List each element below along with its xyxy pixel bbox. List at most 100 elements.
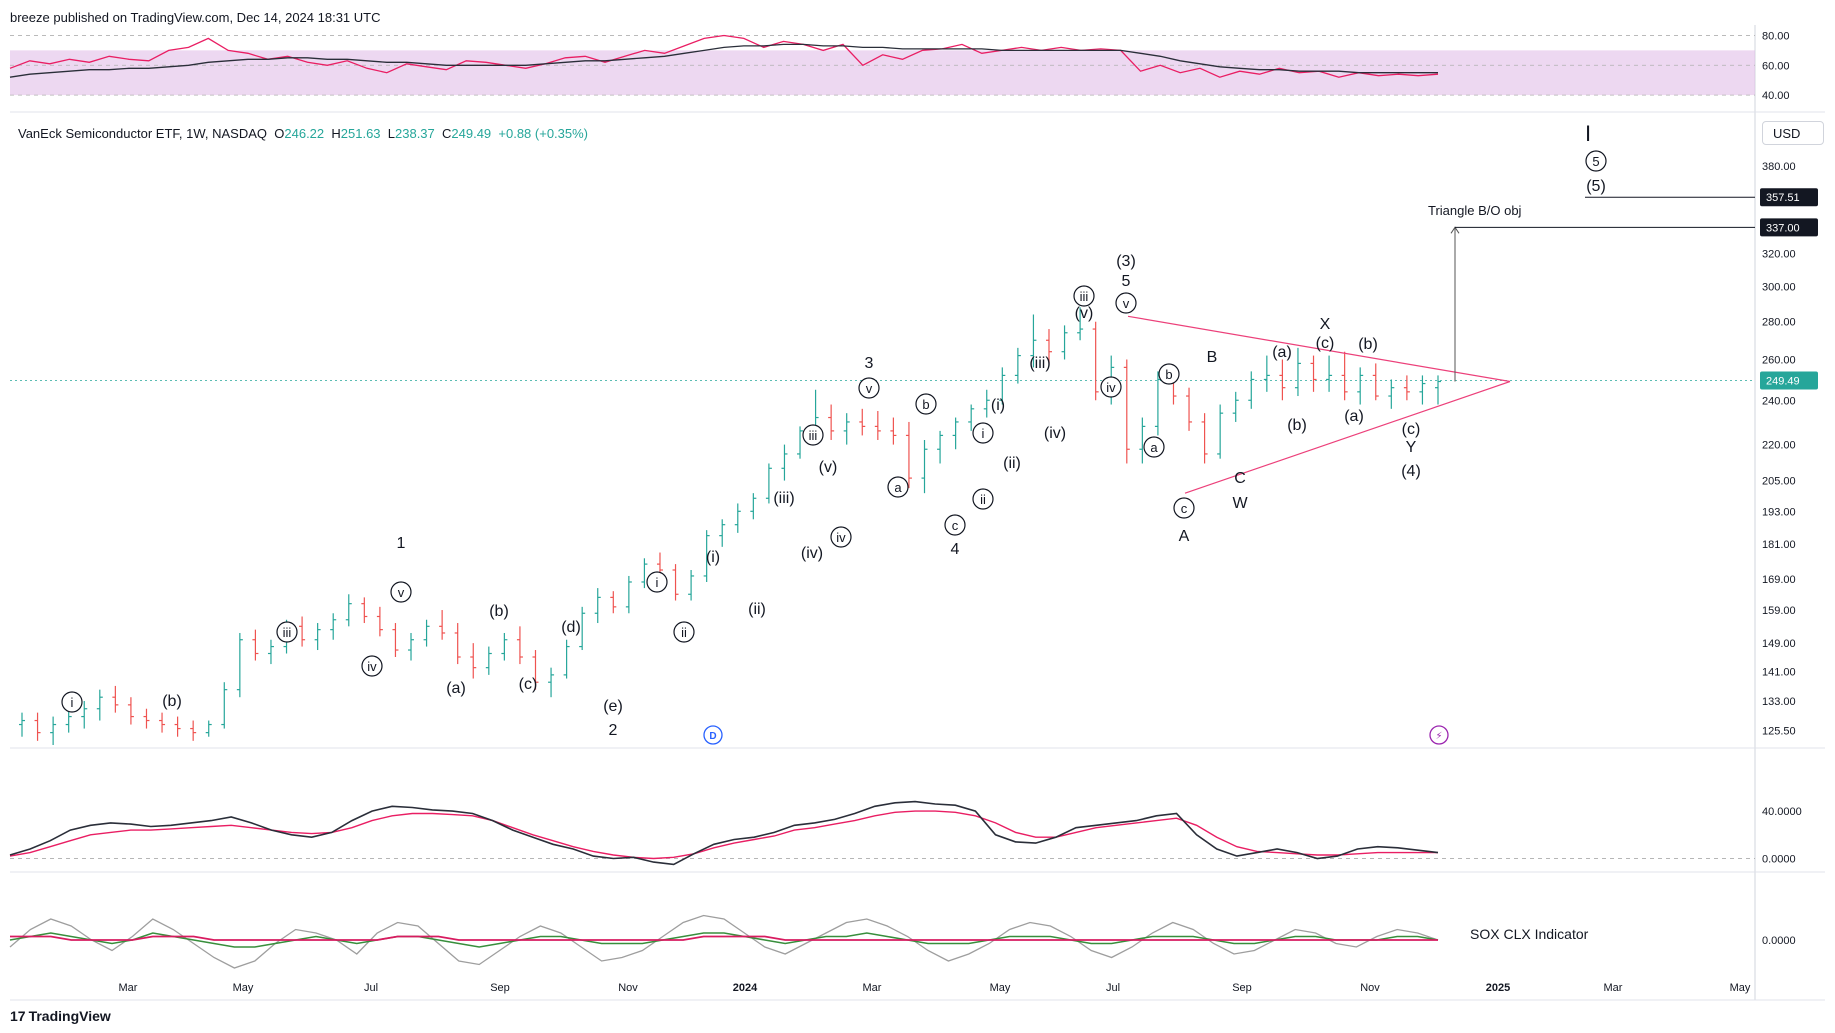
ohlc-bar (1061, 325, 1068, 360)
ohlc-bar (65, 708, 72, 733)
wave-label: (b) (162, 693, 182, 710)
sox-tick-label: 0.0000 (1762, 935, 1796, 947)
time-axis-label: 2025 (1486, 982, 1510, 994)
ohlc-bar (159, 712, 166, 733)
wave-label: B (1207, 349, 1218, 366)
oscillator-signal-line (9, 810, 1438, 860)
ohlc-bar (921, 439, 928, 494)
rsi-line (9, 34, 1439, 78)
price-tick-label: 240.00 (1762, 395, 1796, 407)
wave-label: (v) (1075, 305, 1094, 322)
time-axis-label: Sep (1232, 982, 1252, 994)
wave-label: (3) (1116, 253, 1136, 270)
price-tick-label: 149.00 (1762, 638, 1796, 650)
price-tag-label: 357.51 (1766, 192, 1800, 204)
ohlc-bar (781, 444, 788, 481)
ohlc-bar (1217, 404, 1224, 459)
wave-label: (i) (706, 549, 720, 566)
high-label: H (331, 126, 341, 141)
wave-label: b (922, 397, 929, 412)
wave-label: (ii) (1003, 455, 1021, 472)
price-tick-label: 220.00 (1762, 440, 1796, 452)
wave-label: (i) (991, 397, 1005, 414)
wave-label: (c) (1316, 335, 1335, 352)
ohlc-bar (1092, 321, 1099, 401)
tradingview-logo-mark: 17 (10, 1008, 26, 1024)
ohlc-bar (485, 646, 492, 675)
ohlc-bar (1014, 347, 1021, 384)
wave-label-circle (390, 581, 412, 603)
wave-label: 1 (397, 535, 406, 552)
wave-label: ii (980, 492, 986, 507)
ohlc-bar (96, 689, 103, 721)
wave-label-circle (1158, 363, 1180, 385)
ohlc-bar (625, 575, 632, 614)
wave-label-circle (1100, 376, 1122, 398)
time-axis-label: Mar (119, 982, 138, 994)
wave-label: 3 (865, 355, 874, 372)
rsi-tick-label: 80.00 (1762, 30, 1790, 42)
wave-label-circle (61, 691, 83, 713)
wave-label-circle (1115, 292, 1137, 314)
ohlc-bar (734, 503, 741, 533)
ohlc-bar (423, 619, 430, 647)
tradingview-brand: TradingView (28, 1008, 111, 1024)
ohlc-bar (1372, 363, 1379, 401)
tradingview-logo[interactable]: 17 TradingView (10, 1008, 111, 1024)
wave-label: (b) (1358, 336, 1378, 353)
ohlc-bar (1326, 355, 1333, 392)
ohlc-bar (143, 708, 150, 729)
wave-label: a (1150, 440, 1158, 455)
ohlc-bar (843, 413, 850, 445)
price-tick-label: 320.00 (1762, 249, 1796, 261)
symbol-legend: VanEck Semiconductor ETF, 1W, NASDAQ O24… (18, 126, 588, 141)
wave-label: a (894, 480, 902, 495)
time-axis-label: Sep (490, 982, 510, 994)
wave-label: (ii) (748, 601, 766, 618)
ohlc-bar (859, 408, 866, 436)
wave-label: b (1165, 367, 1172, 382)
wave-label: (iii) (773, 490, 794, 507)
wave-label: (e) (603, 698, 623, 715)
price-tick-label: 260.00 (1762, 354, 1796, 366)
price-tick-label: 159.00 (1762, 605, 1796, 617)
wave-label-circle (972, 422, 994, 444)
currency-selector[interactable]: USD (1762, 121, 1824, 145)
wave-label: (c) (1402, 421, 1421, 438)
ohlc-bar (299, 616, 306, 647)
price-tick-label: 300.00 (1762, 282, 1796, 294)
low-value: 238.37 (395, 126, 435, 141)
ohlc-bar (392, 623, 399, 658)
wave-label: v (1123, 296, 1130, 311)
ohlc-bar (408, 632, 415, 661)
low-label: L (387, 126, 395, 141)
wave-label: 5 (1592, 154, 1599, 169)
wave-label: 2 (609, 722, 618, 739)
wave-label-circle (1073, 285, 1095, 307)
wave-label-circle (673, 621, 695, 643)
ohlc-bar (221, 682, 228, 729)
price-tick-label: 380.00 (1762, 161, 1796, 173)
price-tag-box (1760, 188, 1818, 207)
ohlc-bar (703, 530, 710, 582)
wave-label: ii (681, 625, 687, 640)
wave-label: C (1234, 470, 1246, 487)
ohlc-bar (1263, 355, 1270, 392)
wave-label-circle (1585, 150, 1607, 172)
wave-label: iii (809, 428, 818, 443)
open-value: 246.22 (284, 126, 325, 141)
oscillator-tick-label: 40.0000 (1762, 806, 1802, 818)
ohlc-bar (205, 720, 212, 737)
ohlc-bar (1310, 355, 1317, 392)
ohlc-bar (19, 712, 25, 737)
wave-label: 5 (1122, 273, 1131, 290)
ohlc-bar (376, 606, 383, 637)
ohlc-bar (968, 404, 975, 431)
wave-label-circle (972, 488, 994, 510)
ohlc-bar (1294, 347, 1301, 397)
ohlc-bar (1232, 391, 1239, 422)
price-tag-box (1760, 218, 1818, 237)
wave-label: i (982, 426, 985, 441)
time-axis-label: Jul (364, 982, 378, 994)
